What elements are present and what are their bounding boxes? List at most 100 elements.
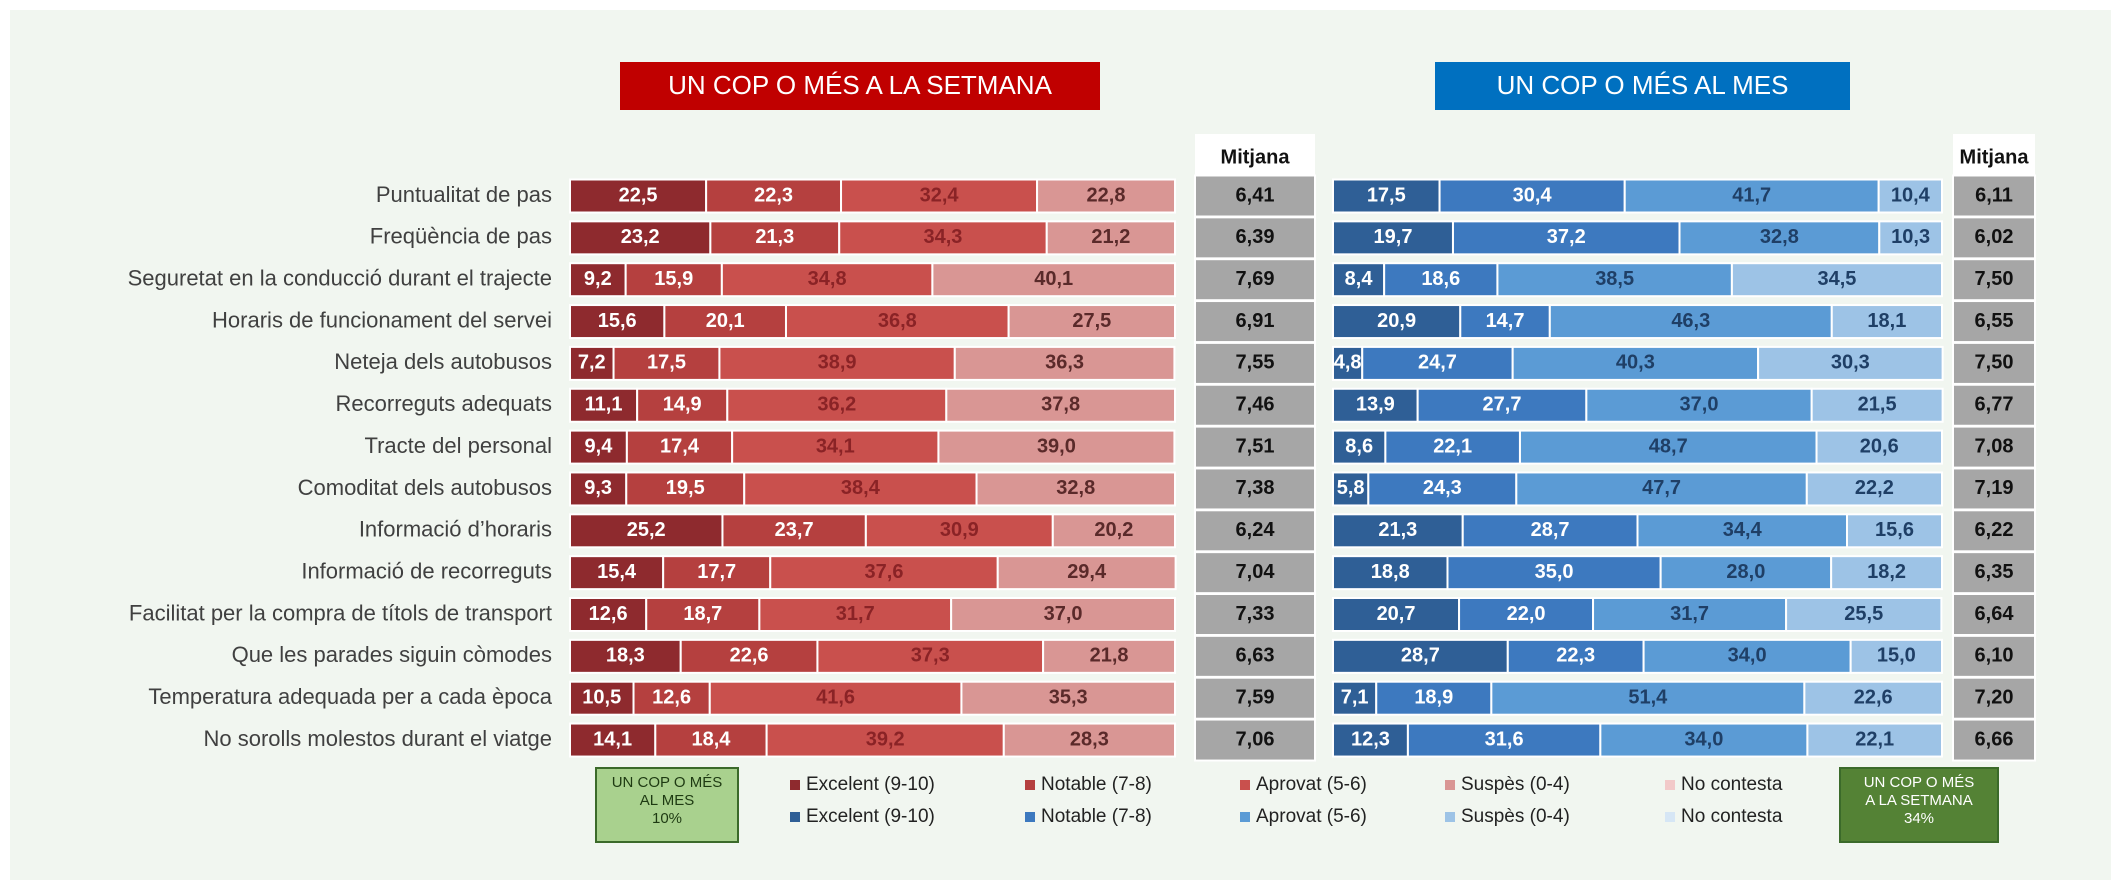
legend-swatch bbox=[790, 780, 800, 790]
mean-cell bbox=[1194, 341, 1316, 385]
data-label: 28,7 bbox=[1401, 645, 1440, 667]
data-label: 10,5 bbox=[582, 686, 621, 708]
data-label: 10,4 bbox=[1891, 184, 1931, 206]
legend-label: Excelent (9-10) bbox=[806, 806, 935, 827]
mean-label: 6,63 bbox=[1236, 645, 1275, 667]
data-label: 38,5 bbox=[1595, 268, 1634, 290]
bar-segment bbox=[1416, 387, 1588, 423]
bar-segment bbox=[663, 304, 787, 340]
mean-label: 7,04 bbox=[1236, 561, 1276, 583]
category-label: Que les parades siguin còmodes bbox=[232, 642, 552, 667]
data-label: 7,2 bbox=[578, 352, 606, 374]
data-label: 29,4 bbox=[1067, 561, 1107, 583]
data-label: 21,3 bbox=[755, 226, 794, 248]
bar-segment bbox=[1367, 471, 1518, 507]
data-label: 14,1 bbox=[593, 728, 632, 750]
bar-segment bbox=[950, 597, 1177, 632]
data-label: 28,7 bbox=[1531, 519, 1570, 541]
annotation-box bbox=[1839, 767, 1999, 843]
data-label: 37,0 bbox=[1680, 394, 1719, 416]
mean-cell bbox=[1194, 634, 1316, 678]
data-label: 34,4 bbox=[1723, 519, 1763, 541]
data-label: 28,3 bbox=[1070, 728, 1109, 750]
data-label: 34,8 bbox=[808, 268, 847, 290]
data-label: 18,7 bbox=[683, 603, 722, 625]
bar-segment bbox=[996, 555, 1177, 591]
data-label: 4,8 bbox=[1334, 352, 1362, 374]
data-label: 34,5 bbox=[1817, 268, 1856, 290]
data-label: 22,6 bbox=[730, 645, 769, 667]
data-label: 20,6 bbox=[1860, 435, 1899, 457]
mean-cell bbox=[1952, 258, 2036, 302]
data-label: 15,0 bbox=[1877, 645, 1916, 667]
bar-segment bbox=[1815, 429, 1944, 465]
mean-label: 6,91 bbox=[1236, 310, 1275, 332]
data-label: 25,2 bbox=[627, 519, 666, 541]
legend-swatch bbox=[1445, 780, 1455, 790]
bar-segment bbox=[765, 722, 1005, 758]
bar-segment bbox=[1515, 471, 1808, 507]
annotation-value: 10% bbox=[652, 810, 682, 827]
mean-label: 7,59 bbox=[1236, 686, 1275, 708]
mean-cell bbox=[1952, 718, 2036, 762]
mean-label: 6,77 bbox=[1975, 394, 2014, 416]
data-label: 24,7 bbox=[1418, 352, 1457, 374]
category-label: Puntualitat de pas bbox=[376, 182, 552, 207]
legend-label: Suspès (0-4) bbox=[1461, 806, 1570, 827]
mean-label: 7,55 bbox=[1236, 352, 1275, 374]
category-label: Facilitat per la compra de títols de tra… bbox=[129, 600, 552, 625]
bar-segment bbox=[838, 220, 1048, 256]
data-label: 27,7 bbox=[1483, 394, 1522, 416]
bar-segment bbox=[1406, 722, 1602, 758]
mean-label: 6,11 bbox=[1975, 184, 2013, 206]
bar-segment bbox=[953, 345, 1176, 381]
bar-segment bbox=[1384, 429, 1521, 465]
bar-segment bbox=[1845, 513, 1943, 549]
data-label: 31,7 bbox=[1670, 603, 1709, 625]
bar-segment bbox=[708, 680, 963, 716]
legend-swatch bbox=[1665, 780, 1675, 790]
bar-segment bbox=[705, 178, 843, 214]
data-label: 12,3 bbox=[1351, 728, 1390, 750]
bar-segment bbox=[1496, 262, 1733, 298]
mean-cell bbox=[1194, 258, 1316, 302]
title-box bbox=[1435, 62, 1850, 110]
mean-label: 7,46 bbox=[1236, 394, 1275, 416]
bar-segment bbox=[569, 220, 712, 256]
data-label: 10,3 bbox=[1891, 226, 1930, 248]
data-label: 47,7 bbox=[1642, 477, 1681, 499]
data-label: 9,4 bbox=[585, 435, 614, 457]
title-box bbox=[620, 62, 1100, 110]
bar-segment bbox=[945, 387, 1176, 423]
bar-segment bbox=[632, 680, 711, 716]
bar-segment bbox=[816, 638, 1045, 674]
data-label: 31,7 bbox=[836, 603, 875, 625]
data-label: 34,0 bbox=[1728, 645, 1767, 667]
legend-swatch bbox=[1665, 812, 1675, 822]
legend-swatch bbox=[1240, 780, 1250, 790]
data-label: 37,2 bbox=[1547, 226, 1586, 248]
bar-segment bbox=[1332, 304, 1462, 340]
bar-segment bbox=[864, 513, 1054, 549]
data-label: 17,7 bbox=[697, 561, 736, 583]
category-label: Informació de recorreguts bbox=[301, 558, 552, 583]
bar-segment bbox=[1803, 680, 1943, 716]
bar-segment bbox=[1332, 262, 1386, 298]
bar-segment bbox=[662, 555, 772, 591]
bar-segment bbox=[612, 345, 721, 381]
mean-cell bbox=[1952, 425, 2036, 469]
bar-segment bbox=[743, 471, 978, 507]
bar-segment bbox=[1332, 513, 1464, 549]
mean-cell bbox=[1194, 300, 1316, 344]
data-label: 22,3 bbox=[754, 184, 793, 206]
legend-label: No contesta bbox=[1681, 774, 1783, 795]
mean-label: 6,10 bbox=[1975, 645, 2014, 667]
data-label: 36,3 bbox=[1045, 352, 1084, 374]
data-label: 8,4 bbox=[1345, 268, 1374, 290]
data-label: 18,8 bbox=[1371, 561, 1410, 583]
data-label: 18,1 bbox=[1867, 310, 1906, 332]
data-label: 9,2 bbox=[584, 268, 612, 290]
data-label: 36,2 bbox=[817, 394, 856, 416]
category-label: Informació d’horaris bbox=[359, 517, 552, 542]
